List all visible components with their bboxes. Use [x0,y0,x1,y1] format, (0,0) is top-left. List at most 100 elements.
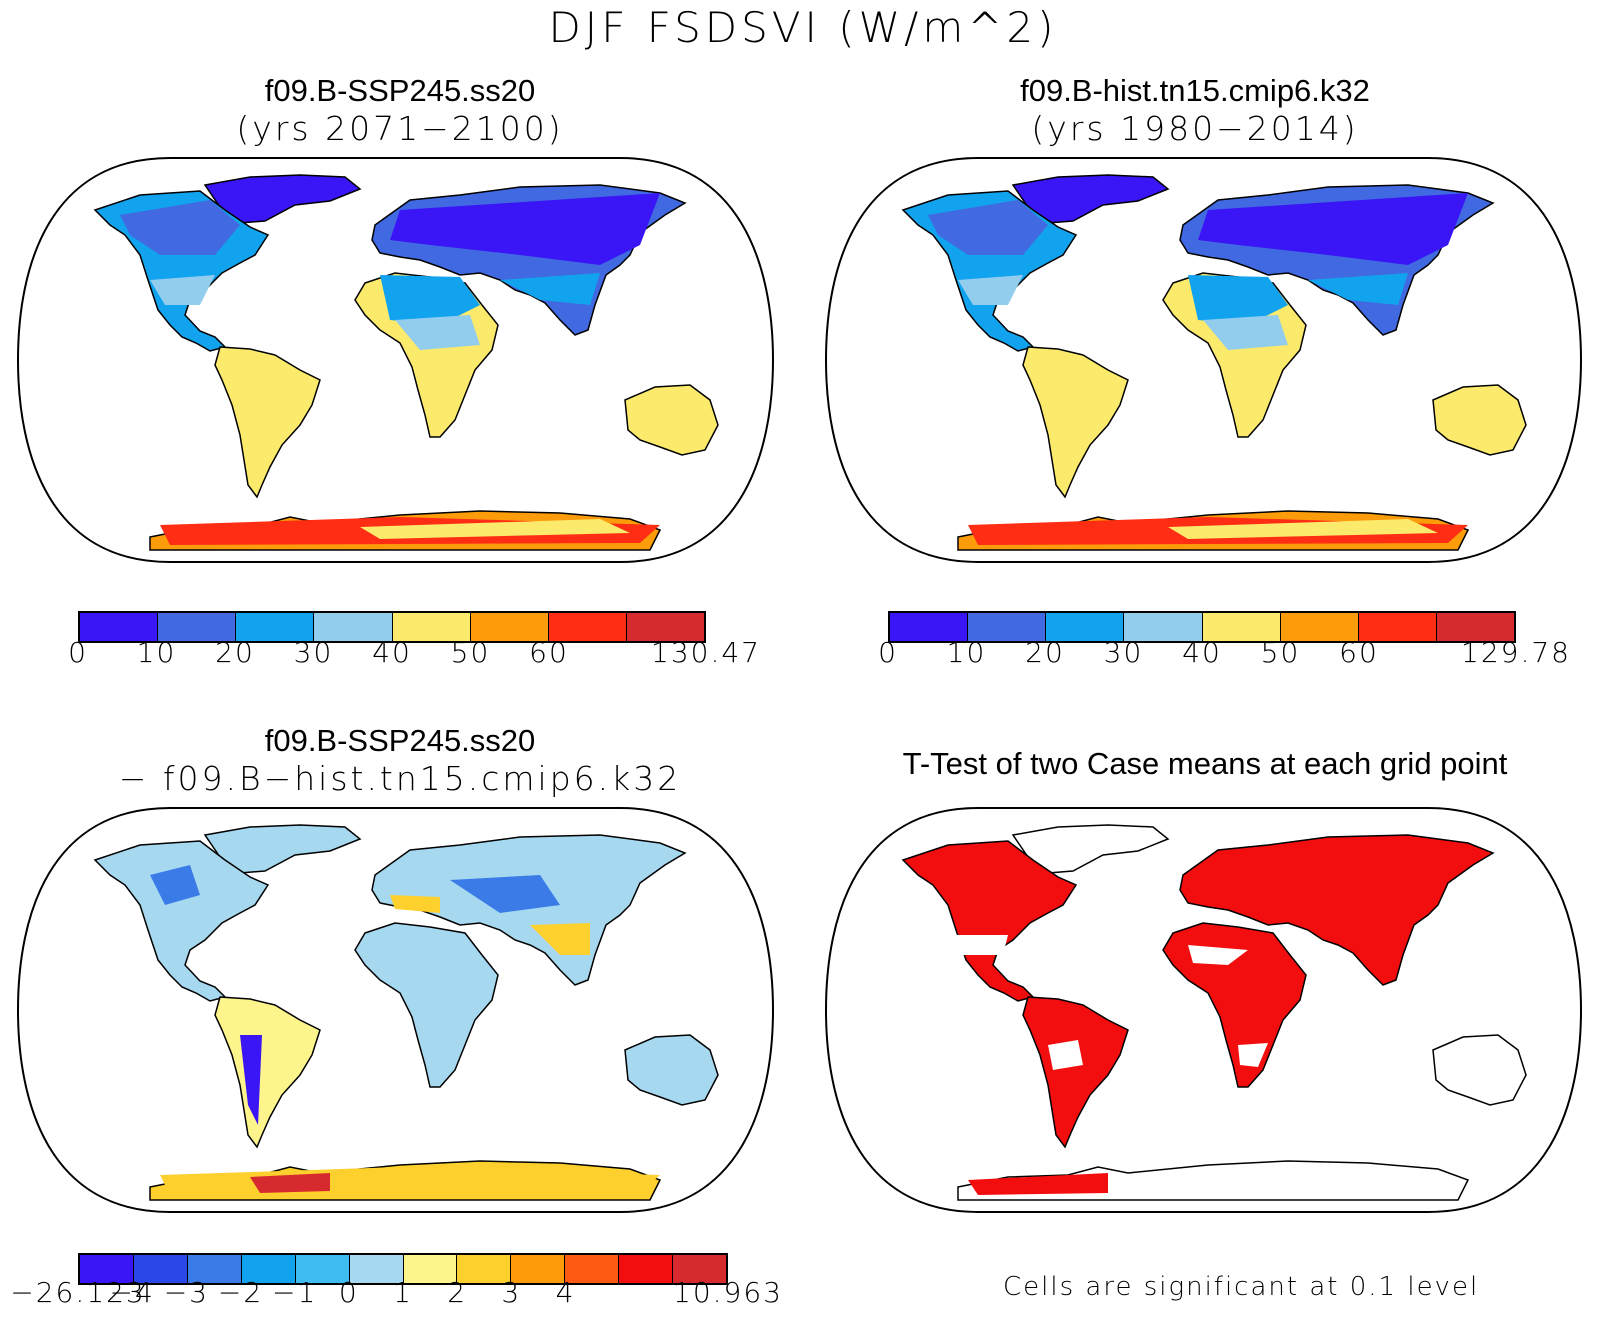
colorbar-swatch [392,613,471,641]
field-region [380,275,480,325]
colorbar-swatch [1436,613,1514,641]
colorbar-tick-label: 0 [878,636,898,669]
significance-note: Cells are significant at 0.1 level [1003,1272,1480,1302]
colorbar-tick-label: 4 [555,1276,576,1309]
colorbar-swatch [403,1255,458,1283]
panel-title-case2-line1: f09.B-hist.tn15.cmip6.k32 [1020,73,1370,108]
field-region [1188,275,1288,325]
colorbar-tick-label: 50 [1260,636,1301,669]
colorbar-tick-label: −2 [217,1276,264,1309]
landmass-namerica [901,840,1078,1002]
colorbar-swatch [1046,613,1125,641]
colorbar-swatch [236,613,315,641]
colorbar-swatch [133,1255,188,1283]
landmass-samerica [1022,346,1129,499]
panel-title-case2: f09.B-hist.tn15.cmip6.k32 (yrs 1980−2014… [800,72,1590,148]
map-difference [16,807,775,1213]
colorbar-swatch [470,613,549,641]
colorbar-swatch [626,613,704,641]
colorbar-tick-label: 20 [215,636,255,669]
map-projection-outline [824,157,1583,563]
map-ttest [824,807,1583,1213]
colorbar-swatch [548,613,627,641]
field-region [450,875,560,913]
colorbar-swatch [349,1255,404,1283]
landmass-eurasia [1179,834,1495,986]
field-region [1203,315,1288,350]
colorbar-tick-label: 10.963 [673,1276,783,1309]
colorbar-swatch [457,1255,512,1283]
field-region [1168,519,1438,539]
landmass-samerica [214,346,321,499]
colorbar-swatch [1358,613,1437,641]
landmass-australia [624,384,719,456]
map-projection-outline [16,807,775,1213]
field-region [395,315,480,350]
field-region [250,1173,330,1193]
colorbar-tick-label: 129.78 [1461,636,1571,669]
colorbar-swatch [1202,613,1281,641]
colorbar-swatch [187,1255,242,1283]
panel-title-ttest: T-Test of two Case means at each grid po… [800,745,1606,783]
landmass-samerica [214,996,321,1149]
colorbar-tick-label: −3 [163,1276,209,1309]
landmass-australia [1432,384,1527,456]
colorbar-swatch [511,1255,566,1283]
colorbar-tick-label: 130.47 [651,636,761,669]
field-region [360,519,630,539]
field-region [390,895,440,913]
colorbar-difference [78,1253,728,1285]
field-region [1198,193,1468,265]
panel-title-ttest-line1: T-Test of two Case means at each grid po… [902,746,1508,781]
field-region [390,193,660,265]
landmass-namerica [93,840,270,1002]
panel-title-case1-line1: f09.B-SSP245.ss20 [264,73,536,108]
field-region [150,275,215,305]
colorbar-tick-label: 10 [946,636,987,669]
panel-title-difference: f09.B-SSP245.ss20 − f09.B−hist.tn15.cmip… [5,722,795,798]
map-case1 [16,157,775,563]
colorbar-swatch [158,613,237,641]
field-region [968,1173,1108,1195]
colorbar-swatch [1124,613,1203,641]
field-region [948,935,1008,955]
field-region [120,200,240,255]
colorbar-tick-label: 0 [338,1276,359,1309]
field-region [500,273,600,305]
colorbar-tick-label: 30 [1103,636,1144,669]
colorbar-tick-label: 3 [501,1276,522,1309]
field-region [928,200,1048,255]
colorbar-tick-label: 20 [1025,636,1065,669]
colorbar-tick-label: 60 [529,636,569,669]
colorbar-swatch [1280,613,1359,641]
landmass-australia [624,1034,719,1106]
field-region [1238,1043,1268,1067]
colorbar-tick-label: −1 [272,1276,318,1309]
colorbar-swatch [80,1255,134,1283]
landmass-africa [1162,922,1307,1088]
map-projection-outline [824,807,1583,1213]
colorbar-swatch [565,1255,620,1283]
colorbar-tick-label: −26.123 [10,1276,146,1309]
colorbar-swatch [80,613,159,641]
colorbar-tick-label: 0 [68,636,88,669]
colorbar-swatch [295,1255,350,1283]
colorbar-tick-label: −4 [109,1276,155,1309]
colorbar-tick-label: 1 [393,1276,413,1309]
colorbar-swatch [314,613,393,641]
panel-title-case1: f09.B-SSP245.ss20 (yrs 2071−2100) [5,72,795,148]
field-region [1048,1040,1083,1070]
map-projection-outline [16,157,775,563]
colorbar-tick-label: 30 [293,636,334,669]
colorbar-swatch [619,1255,674,1283]
colorbar-tick-label: 50 [450,636,491,669]
figure-title: DJF FSDSVI (W/m^2) [548,3,1058,52]
field-region [150,865,200,905]
panel-title-case2-line2: (yrs 1980−2014) [1031,109,1359,148]
colorbar-case2 [888,611,1516,643]
landmass-samerica [1022,996,1129,1149]
colorbar-tick-label: 40 [372,636,412,669]
landmass-eurasia [371,834,687,986]
panel-title-difference-line2: − f09.B−hist.tn15.cmip6.k32 [118,759,682,798]
colorbar-tick-label: 40 [1182,636,1222,669]
